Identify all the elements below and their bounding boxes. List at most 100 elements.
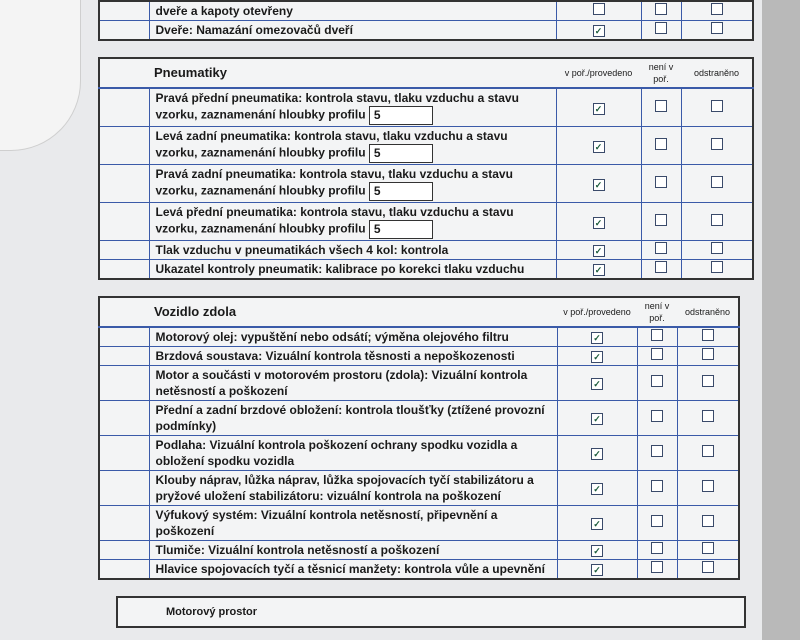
- checkbox-fixed[interactable]: [701, 561, 714, 573]
- row-text: Tlumiče: Vizuální kontrola netěsností a …: [148, 540, 558, 560]
- task-label: Pravá zadní pneumatika: kontrola stavu, …: [155, 167, 513, 198]
- checkbox-fixed[interactable]: [710, 22, 723, 34]
- checkbox-not-ok[interactable]: [651, 410, 663, 422]
- checkbox-done[interactable]: ✓: [591, 378, 603, 390]
- tires-table: Pneumatiky v poř./provedeno není v poř. …: [98, 57, 755, 280]
- task-label: Motorový olej: vypuštění nebo odsátí; vý…: [155, 330, 509, 344]
- checkbox-done[interactable]: ✓: [591, 518, 603, 530]
- checkbox-not-ok[interactable]: [651, 375, 663, 387]
- tread-depth-field[interactable]: 5: [368, 144, 433, 163]
- table-row: Tlak vzduchu v pneumatikách všech 4 kol:…: [99, 240, 754, 260]
- checkbox-fixed[interactable]: [701, 348, 714, 360]
- top-section-table: dveře a kapoty otevřeny Dveře: Namazání o…: [98, 0, 754, 41]
- checkbox-fixed[interactable]: [701, 542, 714, 554]
- checkbox-not-ok[interactable]: [655, 242, 668, 254]
- checkbox-done-cell: ✓: [556, 435, 638, 471]
- checkbox-not-ok[interactable]: [651, 515, 663, 527]
- checkbox-done[interactable]: ✓: [592, 102, 605, 115]
- checkbox-done[interactable]: ✓: [591, 413, 603, 425]
- table-row: Brzdová soustava: Vizuální kontrola těsn…: [99, 346, 740, 366]
- col-not-ok: není v poř.: [641, 58, 682, 89]
- row-indent: [99, 435, 150, 471]
- checkbox-not-ok-cell: [640, 202, 682, 241]
- row-indent: [99, 365, 150, 401]
- checkbox-not-ok-cell: [636, 559, 678, 580]
- checkbox-fixed[interactable]: [701, 480, 714, 492]
- row-indent: [99, 259, 150, 280]
- checkbox-not-ok[interactable]: [651, 480, 663, 492]
- section-title: Vozidlo zdola: [99, 297, 557, 328]
- row-text: Pravá zadní pneumatika: kontrola stavu, …: [148, 164, 557, 203]
- checkbox-done-cell: ✓: [556, 346, 638, 366]
- checkbox-done[interactable]: ✓: [591, 545, 603, 557]
- checkbox-fixed[interactable]: [710, 242, 723, 254]
- checkbox-fixed-cell: [676, 559, 740, 580]
- checkbox-fixed[interactable]: [710, 3, 723, 15]
- section-title: Motorový prostor: [166, 606, 258, 618]
- table-row: Tlumiče: Vizuální kontrola netěsností a …: [99, 540, 740, 560]
- checkbox-not-ok[interactable]: [655, 99, 668, 112]
- checkbox-done[interactable]: ✓: [592, 178, 605, 191]
- checkbox-fixed[interactable]: [710, 137, 723, 150]
- checkbox-not-ok[interactable]: [655, 137, 668, 150]
- checkbox-fixed[interactable]: [710, 99, 723, 112]
- table-row: Levá zadní pneumatika: kontrola stavu, t…: [99, 126, 754, 165]
- row-text: Hlavice spojovacích tyčí a těsnicí manže…: [148, 559, 558, 580]
- section-title: Pneumatiky: [99, 58, 557, 89]
- checkbox-fixed[interactable]: [710, 213, 723, 226]
- checkbox-not-ok[interactable]: [655, 3, 667, 15]
- checkbox-done[interactable]: ✓: [592, 25, 605, 37]
- tread-depth-field[interactable]: 5: [368, 106, 433, 125]
- checkbox-not-ok[interactable]: [655, 175, 668, 188]
- task-label: Motor a součásti v motorovém prostoru (z…: [155, 368, 528, 398]
- checkbox-done[interactable]: ✓: [592, 245, 605, 257]
- checkbox-fixed-cell: [676, 365, 740, 401]
- task-label: Přední a zadní brzdové obložení: kontrol…: [155, 403, 545, 433]
- checkbox-not-ok[interactable]: [651, 348, 663, 360]
- checkbox-not-ok[interactable]: [651, 542, 663, 554]
- checkbox-fixed[interactable]: [701, 329, 714, 341]
- task-label: Pravá přední pneumatika: kontrola stavu,…: [155, 91, 519, 122]
- checkbox-done[interactable]: ✓: [592, 216, 605, 229]
- checkbox-not-ok[interactable]: [655, 22, 667, 34]
- checkbox-not-ok[interactable]: [651, 329, 663, 341]
- checkbox-not-ok[interactable]: [651, 561, 663, 573]
- checkbox-not-ok[interactable]: [651, 445, 663, 457]
- checkbox-not-ok-cell: [640, 0, 682, 21]
- row-text: Klouby náprav, lůžka náprav, lůžka spojo…: [148, 470, 558, 506]
- row-text: Ukazatel kontroly pneumatik: kalibrace p…: [148, 259, 557, 280]
- checkbox-done[interactable]: ✓: [591, 351, 603, 363]
- checkbox-fixed-cell: [676, 435, 740, 471]
- row-text: Levá přední pneumatika: kontrola stavu, …: [148, 202, 557, 241]
- checkbox-fixed[interactable]: [701, 515, 714, 527]
- table-row: Dveře: Namazání omezovačů dveří ✓: [99, 20, 754, 41]
- tread-depth-field[interactable]: 5: [368, 182, 433, 201]
- engine-bay-table: Motorový prostor: [116, 596, 746, 628]
- checkbox-not-ok[interactable]: [655, 261, 668, 273]
- checkbox-done-cell: ✓: [556, 326, 638, 347]
- checkbox-done[interactable]: [592, 3, 605, 15]
- checkbox-done-cell: ✓: [555, 20, 642, 41]
- checkbox-fixed-cell: [680, 126, 754, 165]
- row-indent: [99, 0, 150, 21]
- row-indent: [99, 559, 150, 580]
- checkbox-not-ok-cell: [636, 540, 678, 560]
- checkbox-done[interactable]: ✓: [591, 564, 603, 576]
- checkbox-fixed[interactable]: [701, 375, 714, 387]
- checkbox-fixed-cell: [676, 540, 740, 560]
- tread-depth-field[interactable]: 5: [368, 220, 433, 239]
- checkbox-fixed[interactable]: [701, 410, 714, 422]
- checkbox-done[interactable]: ✓: [591, 332, 603, 344]
- checkbox-done[interactable]: ✓: [592, 140, 605, 153]
- row-text: Brzdová soustava: Vizuální kontrola těsn…: [148, 346, 558, 366]
- checkbox-fixed[interactable]: [710, 175, 723, 188]
- row-indent: [99, 400, 150, 436]
- checkbox-done[interactable]: ✓: [591, 448, 603, 460]
- checkbox-done[interactable]: ✓: [592, 264, 605, 276]
- checkbox-not-ok[interactable]: [655, 213, 668, 226]
- checkbox-fixed[interactable]: [701, 445, 714, 457]
- checkbox-done[interactable]: ✓: [591, 483, 603, 495]
- row-text: Podlaha: Vizuální kontrola poškození och…: [148, 435, 558, 471]
- checkbox-fixed[interactable]: [710, 261, 723, 273]
- table-row: Klouby náprav, lůžka náprav, lůžka spojo…: [99, 470, 740, 506]
